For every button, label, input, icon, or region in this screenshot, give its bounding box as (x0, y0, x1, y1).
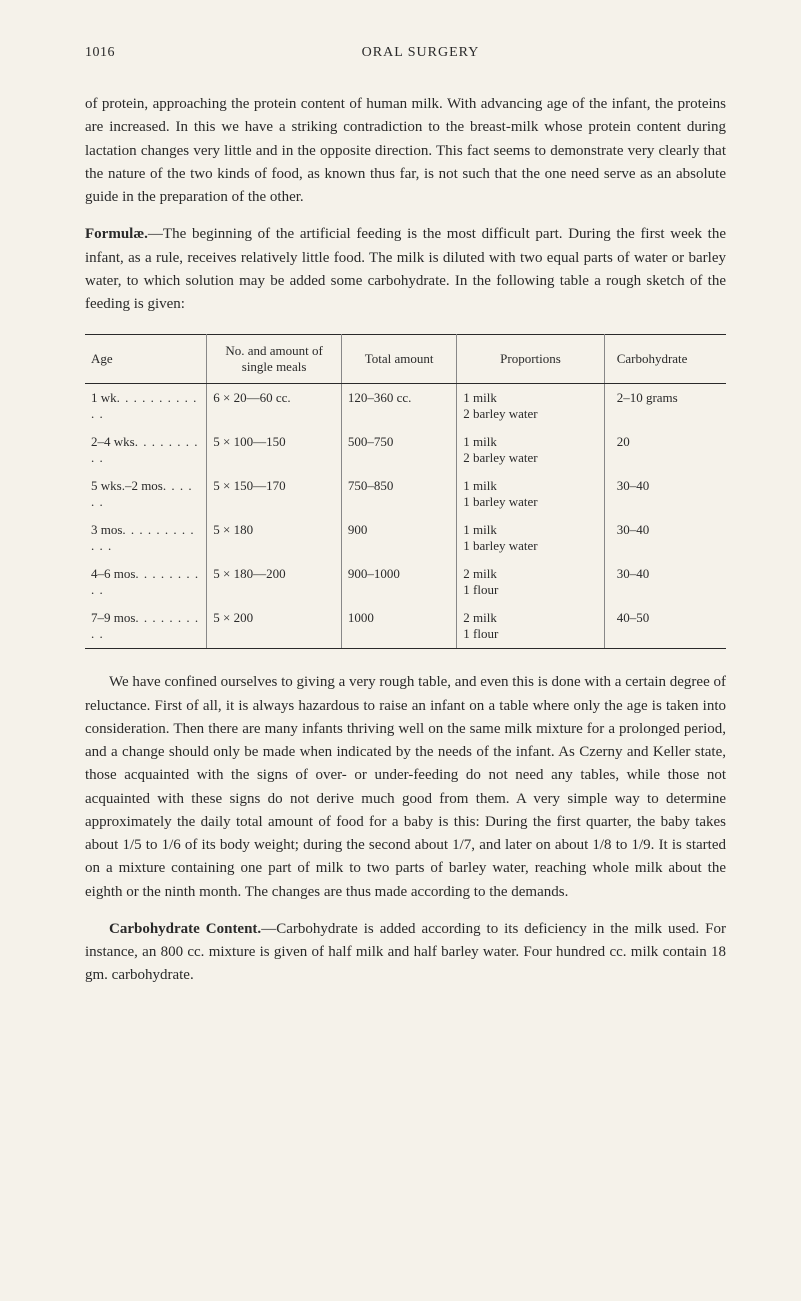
cell-carb: 2–10 grams (604, 384, 726, 429)
formulae-bold: Formulæ. (85, 226, 148, 242)
cell-age: 1 wk. . . . . . . . . . . . (85, 384, 207, 429)
table-row: 1 wk. . . . . . . . . . . .6 × 20—60 cc.… (85, 384, 726, 429)
page-title: ORAL SURGERY (362, 45, 480, 61)
cell-age: 5 wks.–2 mos. . . . . . (85, 472, 207, 516)
cell-total: 1000 (341, 604, 456, 649)
cell-proportions: 2 milk1 flour (457, 604, 604, 649)
cell-total: 900–1000 (341, 560, 456, 604)
cell-total: 900 (341, 516, 456, 560)
cell-proportions: 1 milk1 barley water (457, 516, 604, 560)
table-body: 1 wk. . . . . . . . . . . .6 × 20—60 cc.… (85, 384, 726, 649)
cell-amount: 5 × 180 (207, 516, 342, 560)
cell-total: 750–850 (341, 472, 456, 516)
cell-amount: 5 × 200 (207, 604, 342, 649)
cell-carb: 30–40 (604, 472, 726, 516)
paragraph-1: of protein, approaching the protein cont… (85, 93, 726, 209)
table-row: 7–9 mos. . . . . . . . . .5 × 20010002 m… (85, 604, 726, 649)
cell-age: 2–4 wks. . . . . . . . . . (85, 428, 207, 472)
cell-total: 500–750 (341, 428, 456, 472)
cell-proportions: 2 milk1 flour (457, 560, 604, 604)
cell-proportions: 1 milk2 barley water (457, 428, 604, 472)
paragraph-3: We have confined ourselves to giving a v… (85, 671, 726, 904)
table-row: 3 mos. . . . . . . . . . . .5 × 1809001 … (85, 516, 726, 560)
paragraph-4: Carbohydrate Content.—Carbohydrate is ad… (85, 918, 726, 988)
header-age: Age (85, 335, 207, 384)
table-row: 2–4 wks. . . . . . . . . .5 × 100—150500… (85, 428, 726, 472)
header-total: Total amount (341, 335, 456, 384)
header-amount: No. and amount of single meals (207, 335, 342, 384)
paragraph-2: Formulæ.—The beginning of the artificial… (85, 223, 726, 316)
cell-amount: 6 × 20—60 cc. (207, 384, 342, 429)
paragraph-3-text: We have confined ourselves to giving a v… (85, 674, 726, 899)
header-carb: Carbohydrate (604, 335, 726, 384)
table-header-row: Age No. and amount of single meals Total… (85, 335, 726, 384)
cell-carb: 30–40 (604, 516, 726, 560)
cell-amount: 5 × 150—170 (207, 472, 342, 516)
page-number: 1016 (85, 45, 115, 61)
cell-total: 120–360 cc. (341, 384, 456, 429)
header-proportions: Proportions (457, 335, 604, 384)
table-row: 5 wks.–2 mos. . . . . .5 × 150—170750–85… (85, 472, 726, 516)
cell-proportions: 1 milk1 barley water (457, 472, 604, 516)
cell-amount: 5 × 100—150 (207, 428, 342, 472)
cell-age: 3 mos. . . . . . . . . . . . (85, 516, 207, 560)
cell-carb: 20 (604, 428, 726, 472)
carbohydrate-bold: Carbohydrate Content. (109, 921, 261, 937)
cell-amount: 5 × 180—200 (207, 560, 342, 604)
paragraph-2-text: —The beginning of the artificial feeding… (85, 226, 726, 312)
page-header: 1016 ORAL SURGERY (85, 45, 726, 61)
cell-proportions: 1 milk2 barley water (457, 384, 604, 429)
cell-age: 4–6 mos. . . . . . . . . . (85, 560, 207, 604)
cell-age: 7–9 mos. . . . . . . . . . (85, 604, 207, 649)
cell-carb: 30–40 (604, 560, 726, 604)
table-row: 4–6 mos. . . . . . . . . .5 × 180—200900… (85, 560, 726, 604)
feeding-table: Age No. and amount of single meals Total… (85, 334, 726, 649)
cell-carb: 40–50 (604, 604, 726, 649)
